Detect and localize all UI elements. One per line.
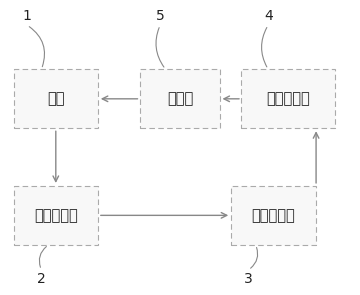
Text: 逆变器: 逆变器 xyxy=(167,91,193,106)
Text: 5: 5 xyxy=(156,9,165,23)
Bar xyxy=(14,186,98,245)
Text: 电机: 电机 xyxy=(47,91,64,106)
Text: 2: 2 xyxy=(37,272,46,286)
Bar xyxy=(140,69,220,128)
Text: 电机控制器: 电机控制器 xyxy=(266,91,310,106)
Text: 旋变解码器: 旋变解码器 xyxy=(252,208,296,223)
Bar xyxy=(14,69,98,128)
Bar xyxy=(231,186,316,245)
Bar xyxy=(241,69,335,128)
Text: 3: 3 xyxy=(244,272,253,286)
Text: 4: 4 xyxy=(264,9,273,23)
Text: 1: 1 xyxy=(23,9,31,23)
Text: 旋转变压器: 旋转变压器 xyxy=(34,208,78,223)
